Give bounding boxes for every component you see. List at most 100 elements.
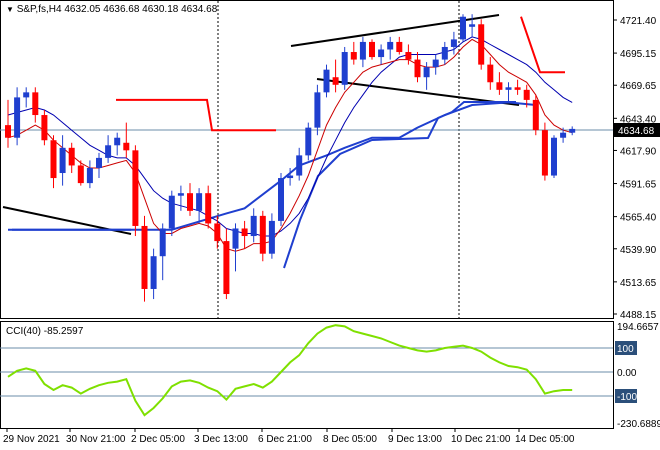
candle-body[interactable] xyxy=(469,24,476,27)
cci-tick-label: -100 xyxy=(617,392,637,403)
candle-body[interactable] xyxy=(450,39,457,47)
candle-body[interactable] xyxy=(159,228,166,257)
candle-body[interactable] xyxy=(396,41,403,53)
trendline-lower xyxy=(316,78,520,106)
candle-body[interactable] xyxy=(432,59,439,68)
time-tick-label: 2 Dec 05:00 xyxy=(131,434,185,445)
price-panel-frame xyxy=(0,0,614,319)
candle-body[interactable] xyxy=(68,147,75,166)
candle-body[interactable] xyxy=(268,220,275,254)
candle-body[interactable] xyxy=(32,92,39,116)
price-tick-label: 4669.65 xyxy=(620,81,657,92)
candle-body[interactable] xyxy=(177,193,184,196)
candle-body[interactable] xyxy=(132,150,139,226)
candle-body[interactable] xyxy=(359,41,366,60)
candle-body[interactable] xyxy=(378,49,385,58)
candle-body[interactable] xyxy=(241,228,248,237)
vertical-grid xyxy=(217,1,460,428)
candle-body[interactable] xyxy=(105,145,112,158)
time-tick-label: 30 Nov 21:00 xyxy=(66,434,126,445)
candle-body[interactable] xyxy=(14,97,21,138)
triangle-icon: ▼ xyxy=(6,5,14,14)
candle-body[interactable] xyxy=(532,99,539,131)
candle-body[interactable] xyxy=(369,41,375,58)
candle-body[interactable] xyxy=(332,77,339,85)
candle-body[interactable] xyxy=(23,92,30,98)
candle-body[interactable] xyxy=(387,41,394,50)
price-tick-label: 4591.65 xyxy=(620,180,657,191)
candle-body[interactable] xyxy=(168,195,175,229)
candle-body[interactable] xyxy=(141,225,148,289)
cci-panel[interactable]: 194.6657 100 0.00 -100 -230.6889 xyxy=(0,321,660,431)
candlesticks[interactable] xyxy=(5,14,576,302)
candle-body[interactable] xyxy=(150,256,157,289)
candle-body[interactable] xyxy=(505,87,512,90)
candle-body[interactable] xyxy=(423,67,430,78)
candle-body[interactable] xyxy=(478,24,485,65)
moving-average-red xyxy=(7,38,573,252)
candle-body[interactable] xyxy=(287,175,294,179)
resistance-line-red-upper xyxy=(520,16,565,74)
cci-label: CCI(40) xyxy=(6,326,42,337)
resistance-line-red xyxy=(116,98,276,132)
candle-body[interactable] xyxy=(323,69,330,93)
candle-body[interactable] xyxy=(187,193,193,211)
candle-body[interactable] xyxy=(460,16,466,40)
candle-body[interactable] xyxy=(560,132,567,138)
time-tick-label: 9 Dec 13:00 xyxy=(388,434,442,445)
cci-level-box xyxy=(615,389,637,403)
candle-body[interactable] xyxy=(50,140,57,179)
candle-body[interactable] xyxy=(487,64,494,83)
candle-body[interactable] xyxy=(232,228,239,249)
price-tick-label: 4695.15 xyxy=(620,49,657,60)
candle-body[interactable] xyxy=(223,241,230,295)
current-price-box xyxy=(614,123,660,137)
time-axis: 29 Nov 2021 30 Nov 21:00 2 Dec 05:00 3 Dec … xyxy=(3,428,575,445)
moving-averages xyxy=(7,36,573,252)
time-tick-label: 3 Dec 13:00 xyxy=(194,434,248,445)
candle-body[interactable] xyxy=(314,92,321,128)
candle-body[interactable] xyxy=(123,142,130,151)
candle-body[interactable] xyxy=(414,59,421,78)
cci-tick-label: -230.6889 xyxy=(617,419,660,430)
candle-body[interactable] xyxy=(523,89,530,100)
candle-body[interactable] xyxy=(305,127,312,156)
support-line-rising xyxy=(283,101,516,269)
price-tick-label: 4488.15 xyxy=(620,310,657,321)
candle-body[interactable] xyxy=(5,125,11,138)
candle-body[interactable] xyxy=(205,193,212,224)
time-tick-label: 10 Dec 21:00 xyxy=(451,434,511,445)
candle-body[interactable] xyxy=(41,115,48,141)
candle-body[interactable] xyxy=(569,128,576,133)
price-tick-label: 4617.90 xyxy=(620,146,657,157)
candle-body[interactable] xyxy=(551,137,557,176)
time-tick-label: 8 Dec 05:00 xyxy=(323,434,377,445)
candle-body[interactable] xyxy=(296,155,303,176)
candle-body[interactable] xyxy=(341,52,348,85)
candle-body[interactable] xyxy=(514,87,521,90)
price-tick-label: 4643.40 xyxy=(620,114,657,125)
price-axis: 4721.40 4695.15 4669.65 4643.40 4617.90 4591.… xyxy=(613,16,657,321)
candle-body[interactable] xyxy=(96,157,102,168)
cci-value: -85.2597 xyxy=(43,326,84,337)
cci-axis: 194.6657 100 0.00 -100 -230.6889 xyxy=(0,322,660,430)
candle-body[interactable] xyxy=(114,137,121,146)
moving-average-blue xyxy=(7,36,573,237)
candle-body[interactable] xyxy=(59,147,66,174)
cci-header: CCI(40) -85.2597 xyxy=(6,326,83,337)
candle-body[interactable] xyxy=(77,165,84,184)
candle-body[interactable] xyxy=(214,223,221,242)
candle-body[interactable] xyxy=(541,130,548,176)
candle-body[interactable] xyxy=(259,215,266,254)
candle-body[interactable] xyxy=(196,193,203,211)
ohlc-values: 4632.05 4636.68 4630.18 4634.68 xyxy=(64,4,218,15)
candle-body[interactable] xyxy=(86,167,93,184)
candle-body[interactable] xyxy=(496,82,503,90)
candle-body[interactable] xyxy=(250,215,257,237)
candle-body[interactable] xyxy=(441,46,448,60)
candle-body[interactable] xyxy=(405,52,412,60)
candle-body[interactable] xyxy=(278,178,284,221)
price-panel[interactable]: 4721.40 4695.15 4669.65 4643.40 4617.90 4591.… xyxy=(0,0,660,429)
candle-body[interactable] xyxy=(350,52,357,60)
